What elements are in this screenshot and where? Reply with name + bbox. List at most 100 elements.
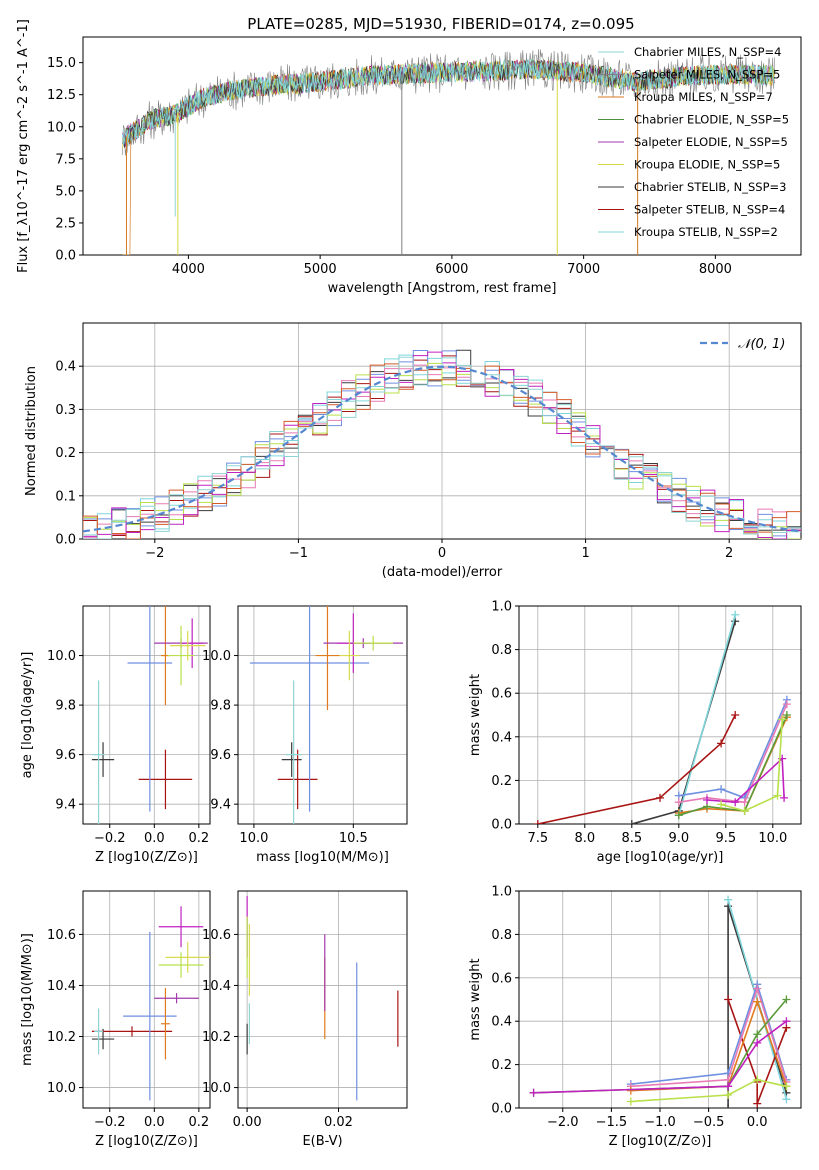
y-tick-label: 12.5	[47, 88, 76, 103]
mass-vs-metallicity-panel: −0.2 0.0 0.2 10.0 10.2 10.4 10.6 Z [log10(Z/Z⊙)…	[20, 890, 211, 1149]
mass-weight-marker	[782, 1082, 791, 1091]
x-tick-label: 7000	[567, 262, 600, 277]
legend-label: 𝒩(0, 1)	[738, 337, 785, 352]
mass-weight-marker	[753, 1038, 762, 1047]
mass-weight-marker	[753, 984, 762, 993]
plot-area	[83, 349, 801, 539]
x-tick-label: 0.2	[189, 1115, 210, 1130]
y-tick-label: 0.4	[55, 360, 76, 375]
x-tick-label: 9.5	[715, 831, 736, 846]
y-tick-label: 9.6	[55, 748, 76, 763]
legend-label: Chabrier ELODIE, N_SSP=5	[634, 113, 789, 127]
mass-weight-line	[678, 703, 788, 804]
axes-frame	[82, 36, 802, 256]
x-tick-label: 10.0	[239, 831, 268, 846]
legend-label: Chabrier STELIB, N_SSP=3	[634, 180, 786, 194]
x-axis-label: wavelength [Angstrom, rest frame]	[328, 281, 557, 296]
y-tick-label: 10.0	[202, 1081, 231, 1096]
mass-weight-vs-age-panel: 7.5 8.0 8.5 9.0 9.5 10.0 0.0 0.2 0.4 0.6 0.8 1.0 age…	[468, 600, 802, 865]
mass-weight-marker	[717, 800, 726, 809]
mass-weight-line	[537, 714, 736, 824]
x-tick-label: 9.0	[668, 831, 689, 846]
legend-label: Salpeter MILES, N_SSP=5	[634, 68, 780, 82]
y-tick-label: 0.8	[491, 928, 512, 943]
legend-label: Salpeter ELODIE, N_SSP=5	[634, 135, 788, 149]
y-tick-label: 10.0	[47, 1081, 76, 1096]
axes-frame	[237, 605, 408, 825]
x-tick-label: −0.2	[94, 1115, 126, 1130]
plot-area	[91, 906, 210, 1101]
y-tick-label: 0.6	[491, 687, 512, 702]
x-tick-label: 8.0	[574, 831, 595, 846]
y-tick-label: 9.8	[210, 699, 231, 714]
axes-frame	[82, 605, 211, 825]
mass-weight-marker	[724, 1104, 733, 1108]
y-tick-label: 0.3	[55, 403, 76, 418]
mass-weight-marker	[717, 785, 726, 794]
mass-weight-marker	[626, 1097, 635, 1106]
x-tick-label: −0.2	[94, 831, 126, 846]
x-tick-label: 0.0	[747, 1115, 768, 1130]
x-tick-label: 0.2	[189, 831, 210, 846]
mass-weight-line	[678, 699, 788, 799]
mass-weight-marker	[626, 1086, 635, 1095]
mass-weight-line	[533, 1020, 787, 1094]
x-tick-label: 10.5	[339, 831, 368, 846]
mass-weight-marker	[533, 820, 542, 824]
axes-frame	[82, 890, 211, 1109]
mass-weight-vs-metallicity-panel: −2.0 −1.5 −1.0 −0.5 0.0 0.0 0.2 0.4 0.6 0.8 1.0 Z […	[468, 885, 802, 1149]
y-tick-label: 10.4	[202, 979, 231, 994]
mass-weight-line	[630, 1078, 787, 1103]
plot-area	[122, 49, 775, 255]
x-tick-label: 0.0	[144, 1115, 165, 1130]
x-tick-label: 0.0	[144, 831, 165, 846]
x-axis-label: Z [log10(Z/Z⊙)]	[609, 1134, 712, 1149]
mass-weight-marker	[782, 711, 791, 719]
mass-weight-marker	[724, 1082, 733, 1091]
mass-weight-marker	[753, 1030, 762, 1039]
mass-weight-marker	[753, 1075, 762, 1084]
x-tick-label: 10.0	[758, 831, 787, 846]
x-tick-label: 0	[438, 546, 446, 561]
x-tick-label: −1.5	[596, 1115, 628, 1130]
y-tick-label: 10.0	[202, 649, 231, 664]
x-tick-label: −2	[145, 546, 164, 561]
legend-label: Chabrier MILES, N_SSP=4	[634, 45, 781, 59]
mass-weight-line	[720, 719, 783, 812]
y-tick-label: 1.0	[491, 885, 512, 900]
mass-weight-marker	[731, 610, 740, 619]
mass-weight-marker	[724, 1090, 733, 1099]
x-axis-label: E(B-V)	[302, 1134, 342, 1149]
x-tick-label: 0.00	[233, 1115, 262, 1130]
y-tick-label: 10.2	[202, 1030, 231, 1045]
y-axis-label: age [log10(age/yr)]	[20, 652, 35, 779]
y-tick-label: 15.0	[47, 56, 76, 71]
mass-weight-marker	[753, 997, 762, 1006]
age-vs-metallicity-panel: −0.2 0.0 0.2 9.4 9.6 9.8 10.0 Z [log10(Z/Z⊙)] ag…	[20, 605, 211, 865]
axes-frame	[518, 605, 802, 825]
mass-weight-line	[727, 999, 788, 1104]
mass-weight-marker	[740, 806, 749, 815]
y-tick-label: 9.4	[210, 798, 231, 813]
mass-weight-marker	[731, 711, 740, 719]
y-tick-label: 0.4	[491, 730, 512, 745]
mass-weight-marker	[773, 791, 782, 800]
x-tick-label: −1	[289, 546, 308, 561]
y-tick-label: 10.0	[47, 120, 76, 135]
mass-weight-marker	[782, 700, 791, 709]
x-tick-label: 4000	[172, 262, 205, 277]
y-tick-label: 10.4	[47, 979, 76, 994]
x-tick-label: −2.0	[547, 1115, 579, 1130]
mass-weight-marker	[782, 995, 791, 1004]
y-axis-label: mass [log10(M/M⊙)]	[20, 933, 35, 1066]
x-tick-label: 8000	[699, 262, 732, 277]
histogram-step	[83, 356, 801, 539]
plot-area	[246, 896, 399, 1101]
axes-frame	[237, 890, 408, 1109]
y-tick-label: 10.6	[202, 928, 231, 943]
mass-weight-marker	[627, 820, 636, 824]
x-axis-label: (data-model)/error	[382, 565, 503, 580]
histogram-step	[83, 363, 801, 539]
x-tick-label: 8.5	[621, 831, 642, 846]
